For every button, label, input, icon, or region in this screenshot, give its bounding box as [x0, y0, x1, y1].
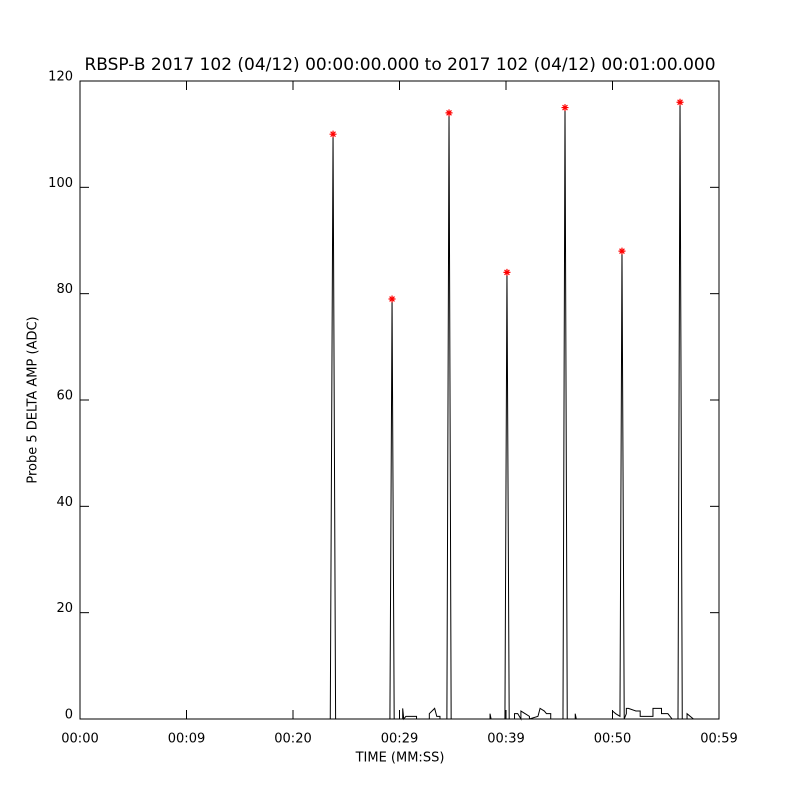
- x-tick-label: 00:00: [61, 732, 98, 747]
- peak-marker: [329, 130, 337, 138]
- y-tick-label: 0: [65, 708, 73, 723]
- chart-title: RBSP-B 2017 102 (04/12) 00:00:00.000 to …: [84, 55, 715, 75]
- peak-marker: [445, 109, 453, 117]
- x-tick-label: 00:50: [594, 732, 631, 747]
- y-tick-label: 80: [56, 282, 73, 297]
- peak-marker: [503, 268, 511, 276]
- x-tick-label: 00:39: [487, 732, 524, 747]
- peak-marker: [618, 247, 626, 255]
- x-tick-label: 00:09: [168, 732, 205, 747]
- data-line: [80, 102, 694, 721]
- y-tick-label: 20: [56, 601, 73, 616]
- x-axis-label: TIME (MM:SS): [355, 751, 445, 766]
- x-tick-label: 00:59: [700, 732, 737, 747]
- y-tick-label: 100: [48, 176, 73, 191]
- y-tick-label: 60: [56, 389, 73, 404]
- y-axis-label: Probe 5 DELTA AMP (ADC): [26, 316, 41, 483]
- x-tick-label: 00:20: [274, 732, 311, 747]
- y-tick-label: 120: [48, 70, 73, 85]
- peak-marker: [676, 98, 684, 106]
- y-tick-label: 40: [56, 495, 73, 510]
- peak-marker: [388, 295, 396, 303]
- x-tick-label: 00:29: [381, 732, 418, 747]
- peak-marker: [561, 104, 569, 112]
